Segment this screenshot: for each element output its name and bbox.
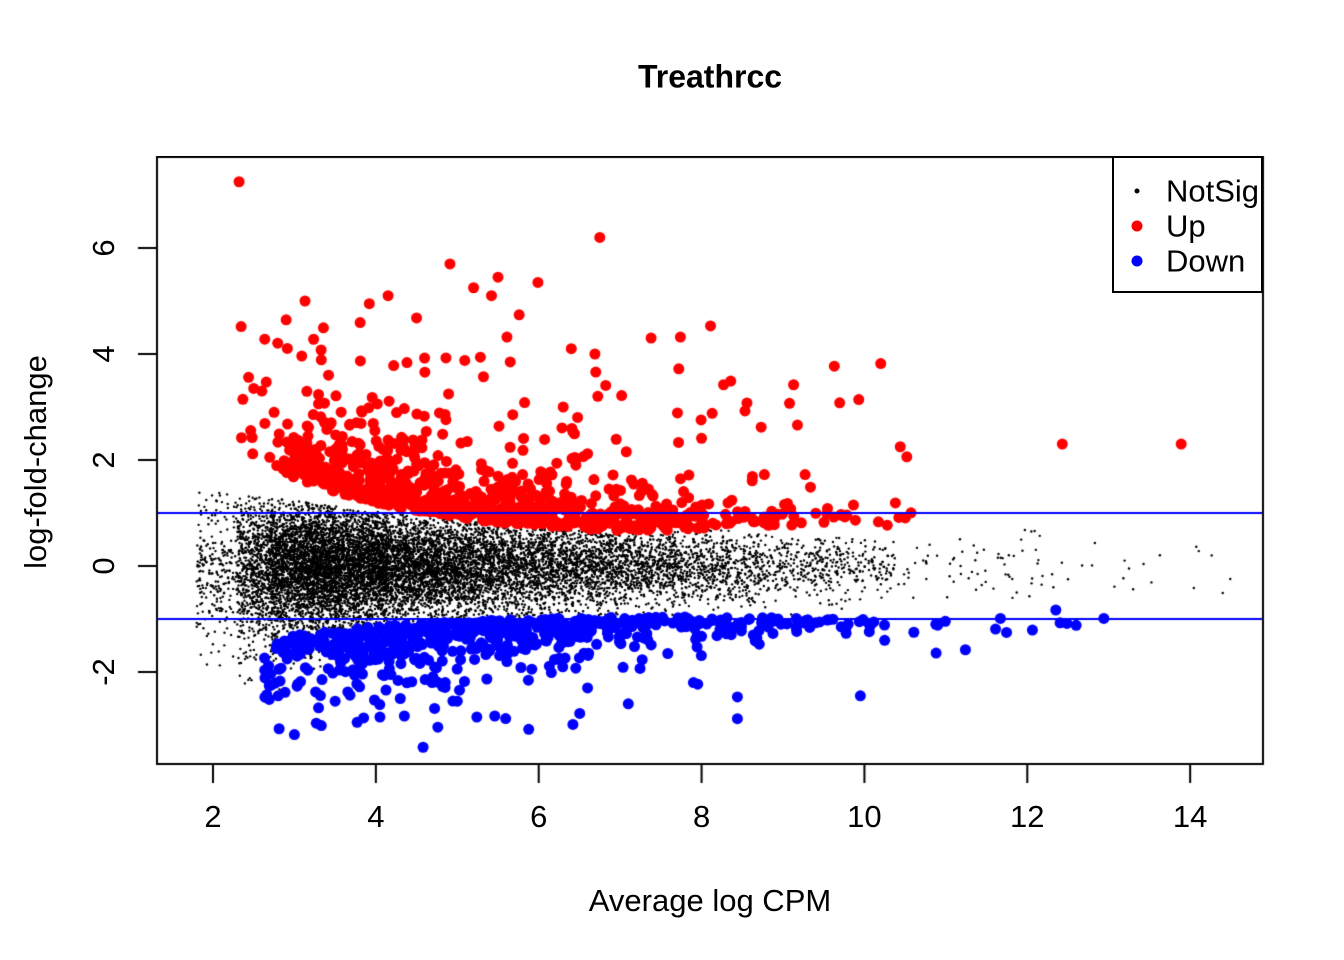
up-dot-icon — [1131, 220, 1143, 231]
notsig-dot-icon — [1134, 188, 1140, 193]
y-tick-label: 0 — [86, 557, 121, 575]
y-tick-label: 2 — [86, 451, 121, 469]
y-tick-label: 4 — [86, 345, 121, 363]
legend-item-down: Down — [1114, 243, 1261, 278]
legend-label: NotSig — [1166, 173, 1260, 208]
legend-label: Down — [1166, 243, 1246, 278]
x-axis-label: Average log CPM — [588, 883, 832, 918]
x-tick-label: 6 — [530, 799, 548, 834]
x-tick-label: 4 — [367, 799, 385, 834]
y-tick-label: -2 — [86, 658, 121, 686]
legend: NotSig Up Down — [1112, 156, 1263, 293]
x-tick-label: 2 — [204, 799, 222, 834]
legend-label: Up — [1166, 208, 1206, 243]
y-axis-label: log-fold-change — [18, 355, 53, 569]
x-tick-label: 8 — [692, 799, 711, 834]
legend-item-notsig: NotSig — [1114, 173, 1261, 208]
y-tick-label: 6 — [86, 239, 121, 257]
down-dot-icon — [1131, 255, 1143, 266]
x-tick-label: 10 — [847, 799, 882, 834]
x-tick-label: 14 — [1172, 799, 1208, 834]
legend-item-up: Up — [1114, 208, 1261, 243]
x-tick-label: 12 — [1010, 799, 1045, 834]
plot-title: Treathrcc — [637, 58, 783, 95]
